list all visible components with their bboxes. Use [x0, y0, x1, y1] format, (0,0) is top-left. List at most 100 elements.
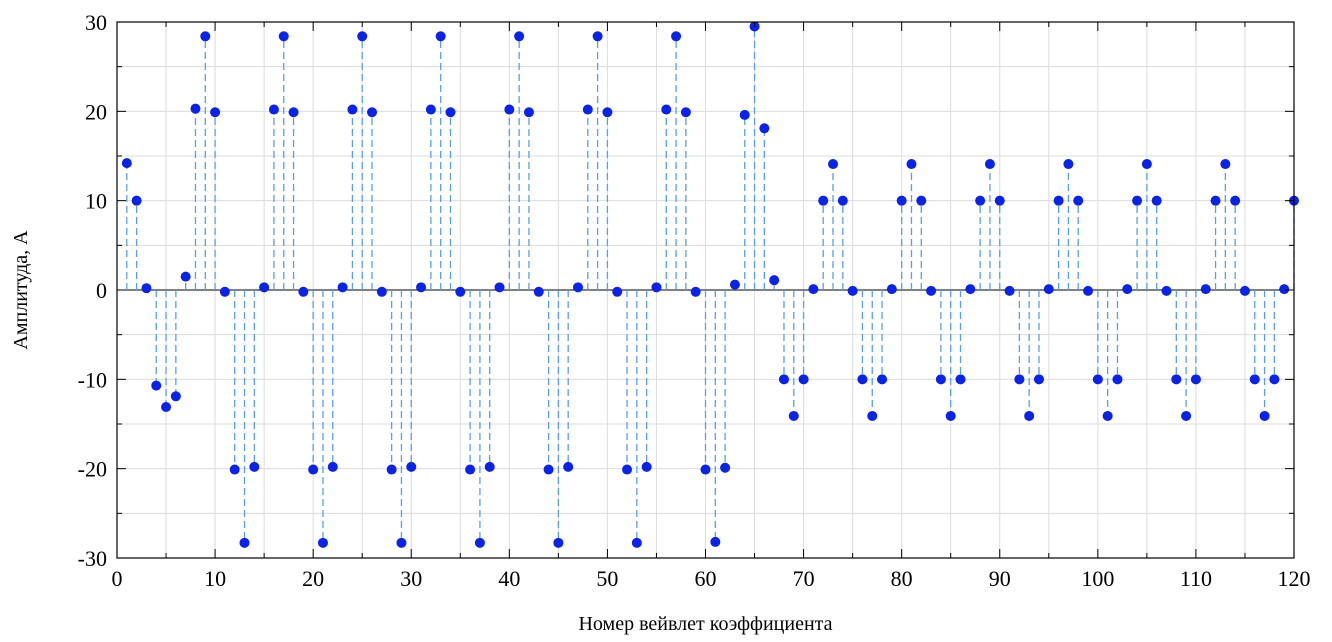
- data-point: [1063, 159, 1074, 170]
- data-point: [219, 286, 230, 297]
- data-point: [563, 461, 574, 472]
- x-tick-label: 20: [302, 566, 324, 591]
- data-point: [435, 31, 446, 42]
- data-point: [1083, 285, 1094, 296]
- data-point: [1122, 284, 1133, 295]
- x-tick-label: 10: [204, 566, 226, 591]
- data-point: [828, 159, 839, 170]
- data-point: [1269, 374, 1280, 385]
- data-point: [1190, 374, 1201, 385]
- data-point: [445, 107, 456, 118]
- data-point: [1112, 374, 1123, 385]
- data-point: [337, 282, 348, 293]
- data-point: [739, 109, 750, 120]
- data-point: [602, 107, 613, 118]
- data-point: [877, 374, 888, 385]
- x-tick-label: 120: [1278, 566, 1311, 591]
- data-point: [425, 104, 436, 115]
- data-point: [1220, 159, 1231, 170]
- data-point: [161, 402, 172, 413]
- data-point: [906, 159, 917, 170]
- data-point: [1024, 410, 1035, 421]
- data-point: [651, 282, 662, 293]
- data-point: [788, 410, 799, 421]
- data-point: [317, 537, 328, 548]
- data-point: [151, 380, 162, 391]
- data-point: [1181, 410, 1192, 421]
- x-tick-label: 90: [989, 566, 1011, 591]
- data-point: [1033, 374, 1044, 385]
- data-point: [367, 107, 378, 118]
- data-point: [376, 286, 387, 297]
- y-tick-label: 30: [85, 10, 107, 35]
- data-point: [808, 284, 819, 295]
- data-point: [857, 374, 868, 385]
- data-point: [671, 31, 682, 42]
- data-point: [278, 31, 289, 42]
- data-point: [729, 279, 740, 290]
- data-point: [357, 31, 368, 42]
- data-point: [1161, 285, 1172, 296]
- data-point: [661, 104, 672, 115]
- data-point: [1239, 285, 1250, 296]
- data-point: [622, 464, 633, 475]
- data-point: [1132, 195, 1143, 206]
- data-point: [406, 461, 417, 472]
- data-point: [572, 282, 583, 293]
- data-point: [916, 195, 927, 206]
- data-point: [190, 103, 201, 114]
- data-point: [1249, 374, 1260, 385]
- data-point: [249, 461, 260, 472]
- data-point: [180, 271, 191, 282]
- data-point: [200, 31, 211, 42]
- x-tick-label: 110: [1180, 566, 1212, 591]
- data-point: [837, 195, 848, 206]
- tick-marks: [116, 21, 1295, 559]
- data-point: [759, 123, 770, 134]
- x-tick-label: 60: [695, 566, 717, 591]
- data-point: [1102, 410, 1113, 421]
- data-point: [1073, 195, 1084, 206]
- data-point: [455, 286, 466, 297]
- data-point: [984, 159, 995, 170]
- data-point: [494, 282, 505, 293]
- data-point: [239, 537, 250, 548]
- data-point: [680, 107, 691, 118]
- y-tick-labels: -30 -20 -10 0 10 20 30: [78, 10, 107, 571]
- data-point: [720, 462, 731, 473]
- y-tick-label: 10: [85, 189, 107, 214]
- data-point: [327, 461, 338, 472]
- data-point: [210, 107, 221, 118]
- data-point: [523, 107, 534, 118]
- data-point: [396, 537, 407, 548]
- data-point: [543, 464, 554, 475]
- data-point: [935, 374, 946, 385]
- data-point: [955, 374, 966, 385]
- x-tick-label: 40: [498, 566, 520, 591]
- data-point: [641, 461, 652, 472]
- x-tick-label: 50: [596, 566, 618, 591]
- data-point: [1141, 159, 1152, 170]
- data-point: [592, 31, 603, 42]
- data-point: [386, 464, 397, 475]
- data-point: [533, 286, 544, 297]
- data-point: [612, 286, 623, 297]
- data-point: [896, 195, 907, 206]
- y-tick-label: 0: [96, 278, 107, 303]
- data-point: [710, 536, 721, 547]
- data-point: [769, 275, 780, 286]
- data-point: [1259, 410, 1270, 421]
- x-tick-label: 30: [400, 566, 422, 591]
- data-point: [1053, 195, 1064, 206]
- data-point: [582, 104, 593, 115]
- data-point: [416, 282, 427, 293]
- data-point: [484, 461, 495, 472]
- data-point: [121, 158, 132, 169]
- x-axis-label: Номер вейвлет коэффициента: [578, 613, 832, 635]
- data-point: [465, 464, 476, 475]
- y-tick-label: -20: [78, 457, 107, 482]
- data-point: [474, 537, 485, 548]
- x-tick-label: 70: [793, 566, 815, 591]
- data-point: [1171, 374, 1182, 385]
- data-point: [347, 104, 358, 115]
